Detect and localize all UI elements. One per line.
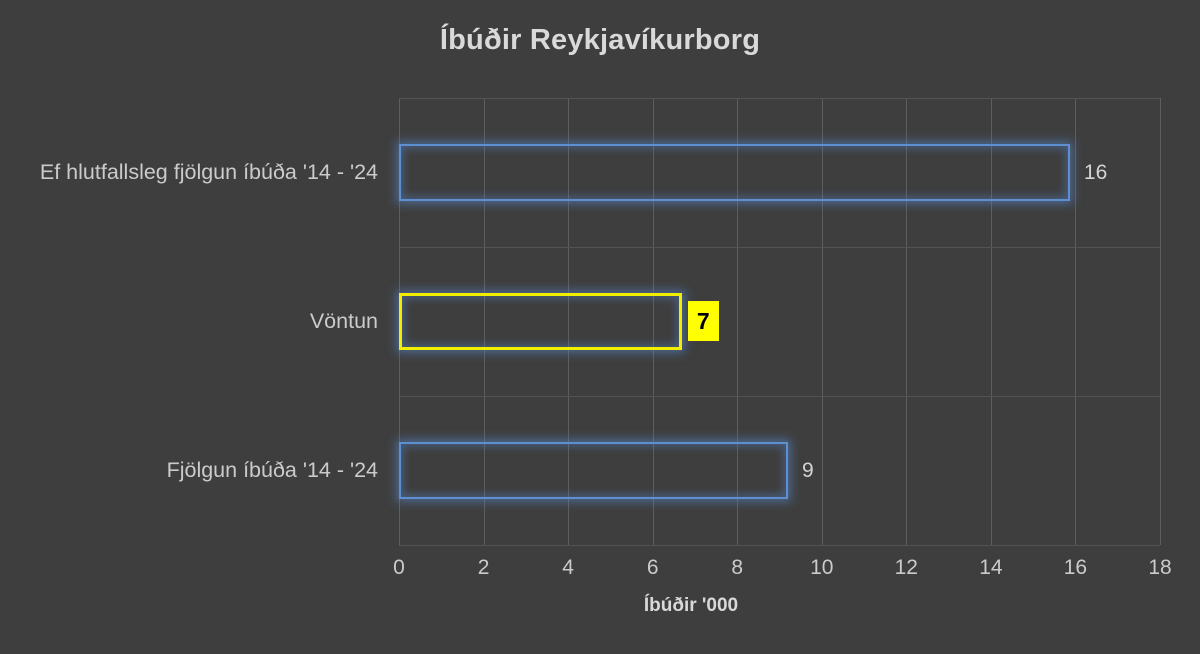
gridline-y-1: [399, 247, 1160, 248]
gridline-x-16: [1075, 98, 1077, 545]
gridline-x-6: [652, 98, 654, 545]
gridline-y-0: [399, 98, 1160, 99]
x-tick-label-14: 14: [979, 556, 1003, 579]
category-label-2: Fjölgun íbúða '14 - '24: [166, 458, 378, 482]
gridline-x-12: [906, 98, 908, 545]
gridline-y-2: [399, 396, 1160, 397]
gridline-x-14: [990, 98, 992, 545]
bar-fjolgun-ibuda: [399, 442, 788, 499]
bar-vontun: [399, 293, 682, 350]
gridline-y-3: [399, 545, 1160, 546]
bar-band-1: 7: [399, 247, 1160, 396]
value-label-0: 16: [1083, 161, 1108, 184]
gridline-x-10: [821, 98, 823, 545]
x-tick-label-18: 18: [1148, 556, 1172, 579]
x-tick-label-8: 8: [731, 556, 744, 579]
x-tick-label-12: 12: [894, 556, 918, 579]
x-tick-label-6: 6: [646, 556, 659, 579]
x-tick-label-0: 0: [393, 556, 405, 579]
gridline-x-2: [483, 98, 485, 545]
x-tick-label-2: 2: [477, 556, 490, 579]
plot-area: 16 7 9: [399, 98, 1161, 546]
value-label-2: 9: [802, 459, 814, 482]
x-tick-label-10: 10: [810, 556, 834, 579]
x-tick-label-4: 4: [562, 556, 574, 579]
value-chip-vontun: 7: [687, 301, 719, 341]
bar-band-0: 16: [399, 98, 1160, 247]
category-label-1: Vöntun: [309, 309, 378, 333]
category-label-0: Ef hlutfallsleg fjölgun íbúða '14 - '24: [39, 160, 378, 184]
bar-band-2: 9: [399, 396, 1160, 545]
gridline-x-8: [737, 98, 739, 545]
gridline-x-18: [1160, 98, 1161, 545]
chart-title: Íbúðir Reykjavíkurborg: [439, 24, 761, 56]
x-axis-ticks: 0 2 4 6 8 10 12 14 16 18: [393, 556, 1172, 584]
x-axis-title: Íbúðir '000: [643, 595, 739, 616]
gridline-x-4: [568, 98, 570, 545]
x-tick-label-16: 16: [1063, 556, 1088, 579]
bar-ef-hlutfallsleg-fjolgun: [399, 144, 1070, 201]
